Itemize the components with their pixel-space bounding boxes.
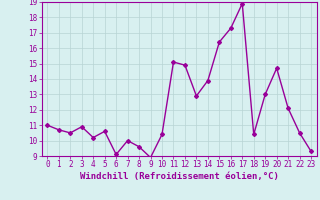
X-axis label: Windchill (Refroidissement éolien,°C): Windchill (Refroidissement éolien,°C): [80, 172, 279, 181]
